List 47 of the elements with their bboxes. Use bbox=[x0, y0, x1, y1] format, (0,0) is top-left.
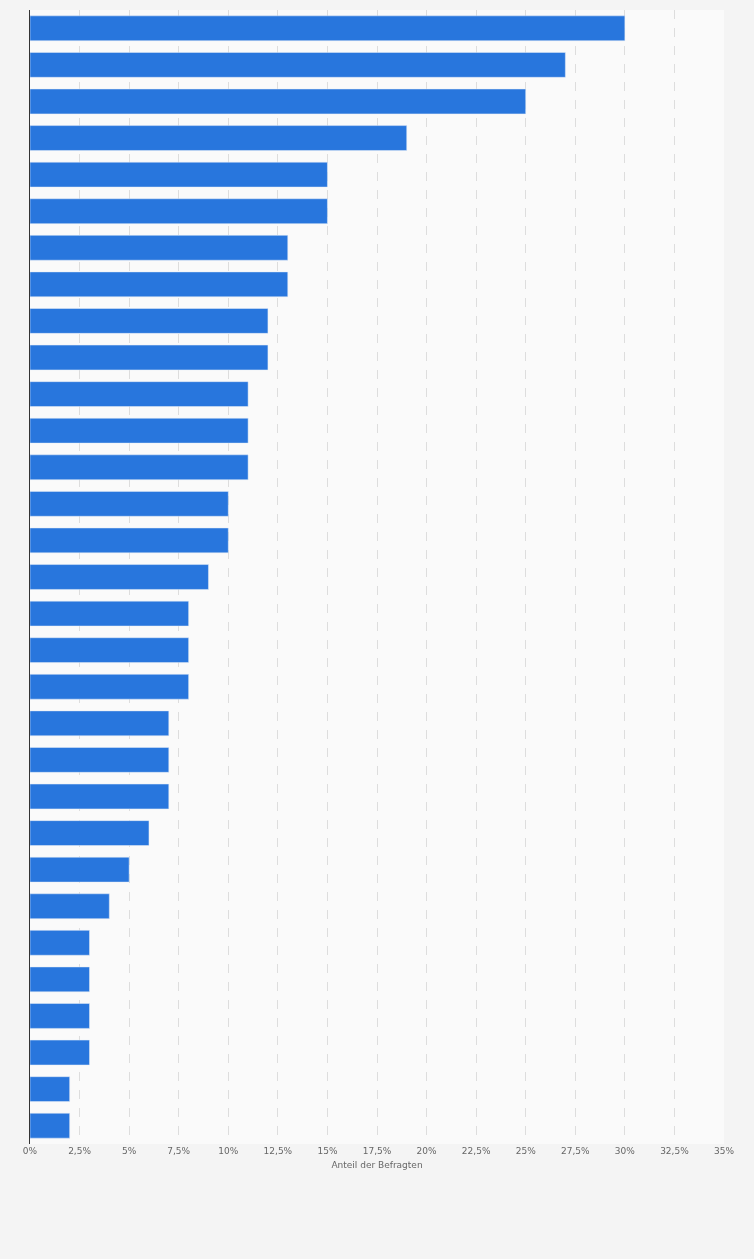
bar bbox=[30, 1076, 70, 1102]
bar bbox=[30, 527, 229, 554]
x-tick-label: 2,5% bbox=[68, 1146, 92, 1156]
bar bbox=[30, 15, 626, 41]
bar bbox=[30, 271, 289, 298]
bar bbox=[30, 674, 189, 700]
x-tick-label: 0% bbox=[22, 1146, 38, 1156]
bar bbox=[30, 637, 189, 663]
bar bbox=[30, 52, 566, 78]
x-axis-title: Anteil der Befragten bbox=[331, 1159, 423, 1170]
x-tick-label: 12,5% bbox=[263, 1146, 293, 1156]
bar bbox=[30, 1003, 90, 1029]
bar bbox=[30, 125, 407, 151]
bar bbox=[30, 417, 249, 444]
x-tick-label: 35% bbox=[713, 1146, 735, 1156]
x-tick-label: 10% bbox=[218, 1146, 239, 1156]
bar bbox=[30, 161, 328, 188]
x-tick-label: 27,5% bbox=[560, 1146, 591, 1156]
x-tick-label: 32,5% bbox=[660, 1146, 690, 1156]
x-tick-label: 25% bbox=[515, 1146, 537, 1156]
bar bbox=[30, 308, 269, 334]
bar bbox=[30, 893, 110, 919]
bar bbox=[30, 930, 90, 956]
x-tick-label: 15% bbox=[317, 1146, 338, 1156]
x-tick-label: 30% bbox=[614, 1146, 636, 1156]
bar bbox=[30, 856, 130, 883]
bar bbox=[30, 1113, 70, 1139]
bar bbox=[30, 1039, 90, 1066]
bar bbox=[30, 344, 269, 371]
bar bbox=[30, 710, 170, 737]
x-tick-label: 7,5% bbox=[167, 1146, 191, 1156]
bar bbox=[30, 564, 209, 590]
bar bbox=[30, 600, 189, 627]
bar bbox=[30, 966, 90, 993]
bar bbox=[30, 820, 150, 846]
x-tick-label: 5% bbox=[122, 1146, 137, 1156]
bar bbox=[30, 88, 526, 115]
bar bbox=[30, 491, 229, 517]
x-tick-label: 20% bbox=[416, 1146, 438, 1156]
bar bbox=[30, 198, 328, 224]
bar bbox=[30, 783, 170, 810]
bar bbox=[30, 747, 170, 773]
bar bbox=[30, 381, 249, 407]
bar bbox=[30, 235, 289, 261]
bar bbox=[30, 454, 249, 480]
x-tick-label: 22,5% bbox=[461, 1146, 491, 1156]
x-tick-label: 17,5% bbox=[362, 1146, 392, 1156]
